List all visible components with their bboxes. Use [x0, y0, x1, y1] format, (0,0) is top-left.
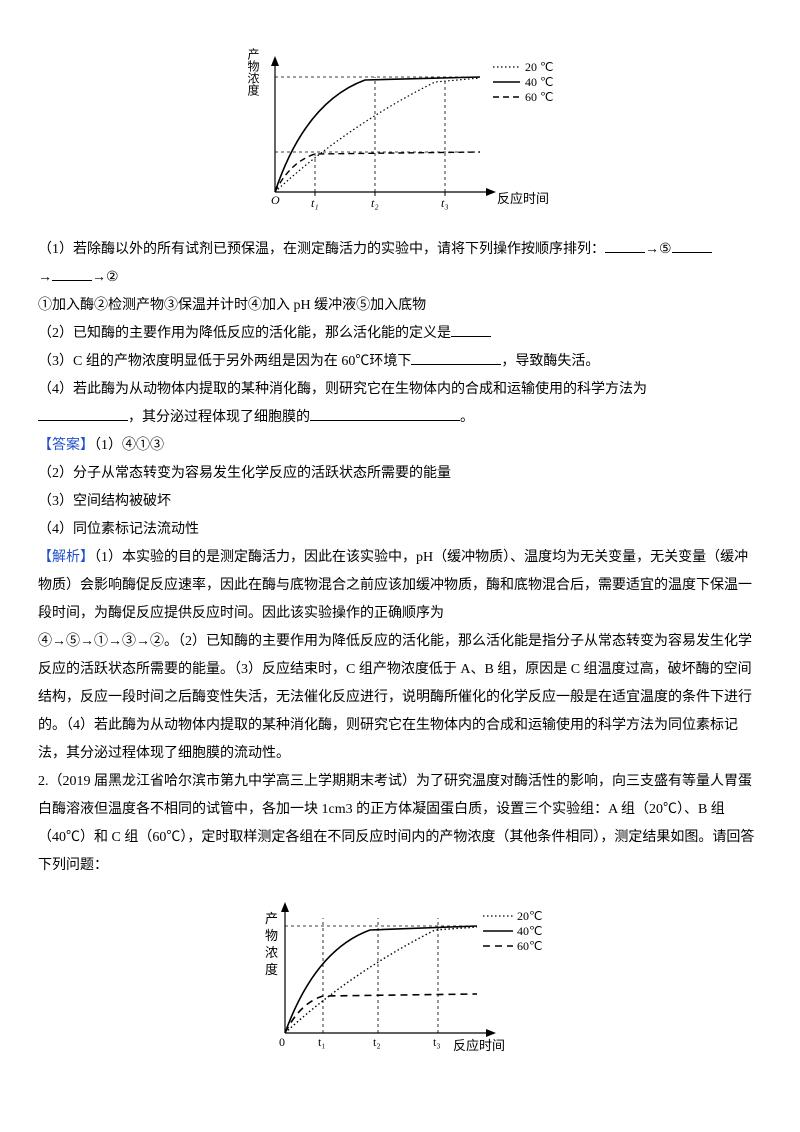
svg-text:20℃: 20℃ [517, 909, 542, 923]
svg-text:t₃: t₃ [433, 1035, 441, 1049]
answer-3: （3）空间结构被破坏 [38, 488, 762, 516]
svg-text:t₂: t₂ [371, 196, 379, 210]
svg-text:反应时间: 反应时间 [497, 191, 549, 206]
question-1: （1）若除酶以外的所有试剂已预保温，在测定酶活力的实验中，请将下列操作按顺序排列… [38, 236, 762, 264]
chart1-ylabel: 产物浓度 [246, 48, 260, 96]
svg-text:40 ℃: 40 ℃ [525, 75, 553, 89]
blank [605, 238, 645, 253]
chart-1: 产物浓度 O t₁ t₂ t₃ 反应时间 20 ℃ 40 ℃ 60 ℃ [38, 42, 762, 228]
analysis-2: ④→⑤→①→③→②。（2）已知酶的主要作用为降低反应的活化能，那么活化能是指分子… [38, 628, 762, 768]
svg-text:O: O [271, 193, 280, 207]
chart-2-svg: 产 物 浓 度 0 t₁ t₂ t₃ 反应时间 20℃ 40℃ 60℃ [245, 888, 555, 1058]
question-2: （2）已知酶的主要作用为降低反应的活化能，那么活化能的定义是 [38, 320, 762, 348]
answer-4: （4）同位素标记法流动性 [38, 516, 762, 544]
blank [52, 266, 92, 281]
answer-2: （2）分子从常态转变为容易发生化学反应的活跃状态所需要的能量 [38, 460, 762, 488]
chart-2: 产 物 浓 度 0 t₁ t₂ t₃ 反应时间 20℃ 40℃ 60℃ [38, 888, 762, 1069]
question-4: （4）若此酶为从动物体内提取的某种消化酶，则研究它在生物体内的合成和运输使用的科… [38, 376, 762, 404]
analysis-1: 【解析】（1）本实验的目的是测定酶活力，因此在该实验中，pH（缓冲物质）、温度均… [38, 544, 762, 628]
svg-text:t₁: t₁ [311, 196, 319, 210]
question-1-cont: →→② [38, 264, 762, 292]
svg-text:t₃: t₃ [441, 196, 449, 210]
blank [672, 238, 712, 253]
svg-text:20 ℃: 20 ℃ [525, 60, 553, 74]
svg-text:度: 度 [265, 962, 278, 977]
question-2-full: 2.（2019 届黑龙江省哈尔滨市第九中学高三上学期期末考试）为了研究温度对酶活… [38, 768, 762, 880]
blank [310, 406, 460, 421]
svg-text:0: 0 [279, 1035, 285, 1049]
svg-text:60 ℃: 60 ℃ [525, 90, 553, 104]
answer-label: 【答案】 [38, 438, 94, 453]
svg-text:物: 物 [265, 928, 278, 943]
question-3: （3）C 组的产物浓度明显低于另外两组是因为在 60℃环境下，导致酶失活。 [38, 348, 762, 376]
blank [451, 322, 491, 337]
blank [411, 350, 501, 365]
answer-1: 【答案】（1）④①③ [38, 432, 762, 460]
question-4-cont: ，其分泌过程体现了细胞膜的。 [38, 404, 762, 432]
svg-text:t₁: t₁ [318, 1035, 326, 1049]
svg-text:60℃: 60℃ [517, 939, 542, 953]
chart-1-svg: 产物浓度 O t₁ t₂ t₃ 反应时间 20 ℃ 40 ℃ 60 ℃ [235, 42, 565, 217]
svg-text:反应时间: 反应时间 [453, 1038, 505, 1053]
svg-text:40℃: 40℃ [517, 924, 542, 938]
svg-text:产: 产 [265, 911, 278, 926]
blank [38, 406, 128, 421]
svg-text:浓: 浓 [265, 945, 278, 960]
question-1-options: ①加入酶②检测产物③保温并计时④加入 pH 缓冲液⑤加入底物 [38, 292, 762, 320]
svg-text:t₂: t₂ [373, 1035, 381, 1049]
analysis-label: 【解析】 [38, 550, 94, 565]
